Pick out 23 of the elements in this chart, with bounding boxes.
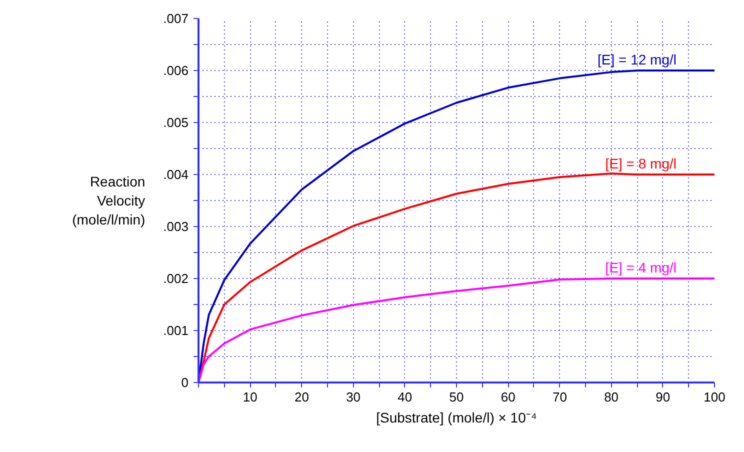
y-axis-title: Reaction Velocity (mole/l/min): [72, 173, 146, 228]
x-tick-label: 90: [656, 390, 670, 404]
x-tick-label: 60: [500, 390, 516, 404]
y-tick-label: .001: [163, 323, 189, 338]
series-label: [E] = 4 mg/l: [605, 260, 677, 276]
y-tick-label: .005: [163, 115, 189, 130]
x-tick-label: 80: [604, 390, 619, 404]
x-tick-label: 40: [398, 390, 412, 404]
x-tick-label: 70: [552, 390, 567, 404]
x-tick-label: 30: [346, 390, 361, 404]
x-axis-title: [Substrate] (mole/l) × 10⁻⁴: [376, 410, 537, 426]
series-label: [E] = 12 mg/l: [598, 52, 676, 68]
x-tick-label: 100: [704, 390, 726, 404]
x-tick-label: 20: [294, 390, 309, 404]
x-tick-label: 10: [242, 390, 258, 404]
y-tick-label: 0: [181, 375, 189, 390]
y-tick-label: .007: [163, 11, 189, 26]
y-tick-label: .002: [163, 271, 189, 286]
y-tick-label: .003: [163, 219, 189, 234]
y-tick-label: .004: [163, 167, 189, 182]
x-tick-label: 50: [449, 390, 464, 404]
series-label: [E] = 8 mg/l: [605, 156, 677, 172]
y-tick-label: .006: [163, 63, 189, 78]
